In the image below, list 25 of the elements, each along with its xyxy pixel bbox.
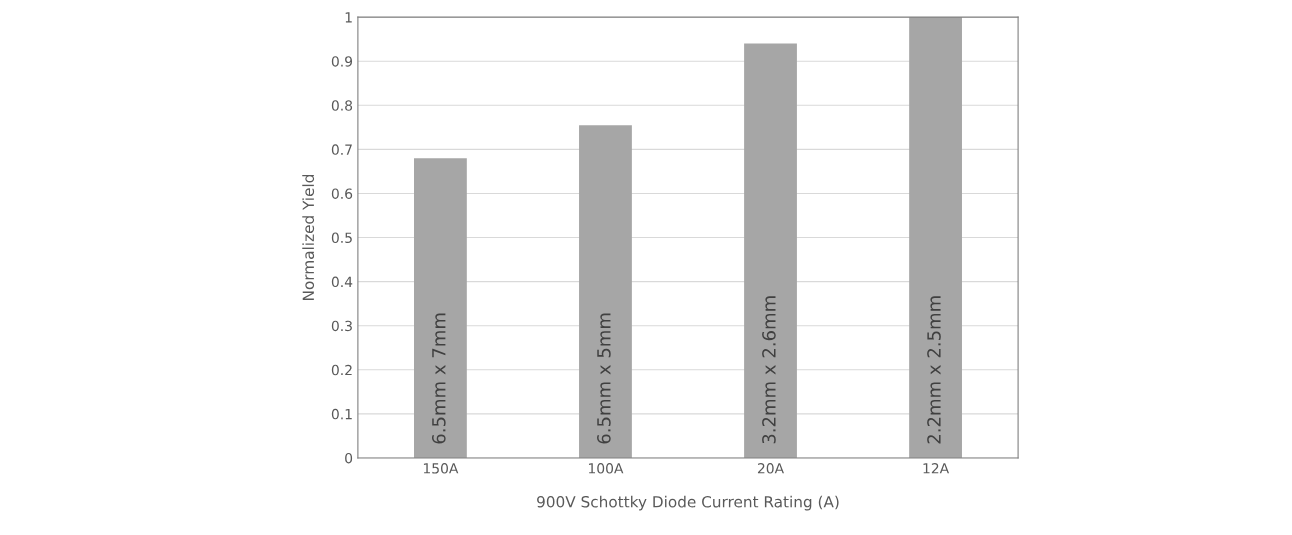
y-tick-label: 0.3 [331, 320, 352, 332]
x-tick-label: 150A [423, 463, 459, 474]
y-tick-label: 0.1 [331, 408, 352, 420]
bar [909, 17, 962, 458]
y-tick-label: 0.7 [331, 144, 352, 155]
y-tick-label: 1 [345, 12, 352, 23]
bar [744, 43, 797, 458]
x-axis-title: 900V Schottky Diode Current Rating (A) [537, 495, 839, 511]
bar [579, 125, 632, 458]
y-tick-label: 0.2 [331, 364, 352, 376]
x-tick-label: 12A [923, 463, 950, 474]
y-tick-label: 0.5 [331, 232, 352, 244]
annotation: 6.5mm x 7mm [431, 313, 446, 444]
y-tick-label: 0.8 [331, 100, 353, 111]
y-tick-label: 0 [345, 452, 353, 464]
y-tick-label: 0.9 [331, 56, 353, 67]
x-tick-label: 20A [757, 463, 784, 474]
annotation: 2.2mm x 2.5mm [927, 296, 941, 444]
y-tick-label: 0.4 [331, 276, 353, 288]
x-tick-label: 100A [588, 463, 624, 474]
annotation: 6.5mm x 5mm [597, 313, 611, 444]
annotation: 3.2mm x 2.6mm [762, 296, 776, 444]
y-axis-title: Normalized Yield [302, 175, 315, 300]
bar [414, 158, 467, 458]
y-tick-label: 0.6 [331, 188, 353, 199]
